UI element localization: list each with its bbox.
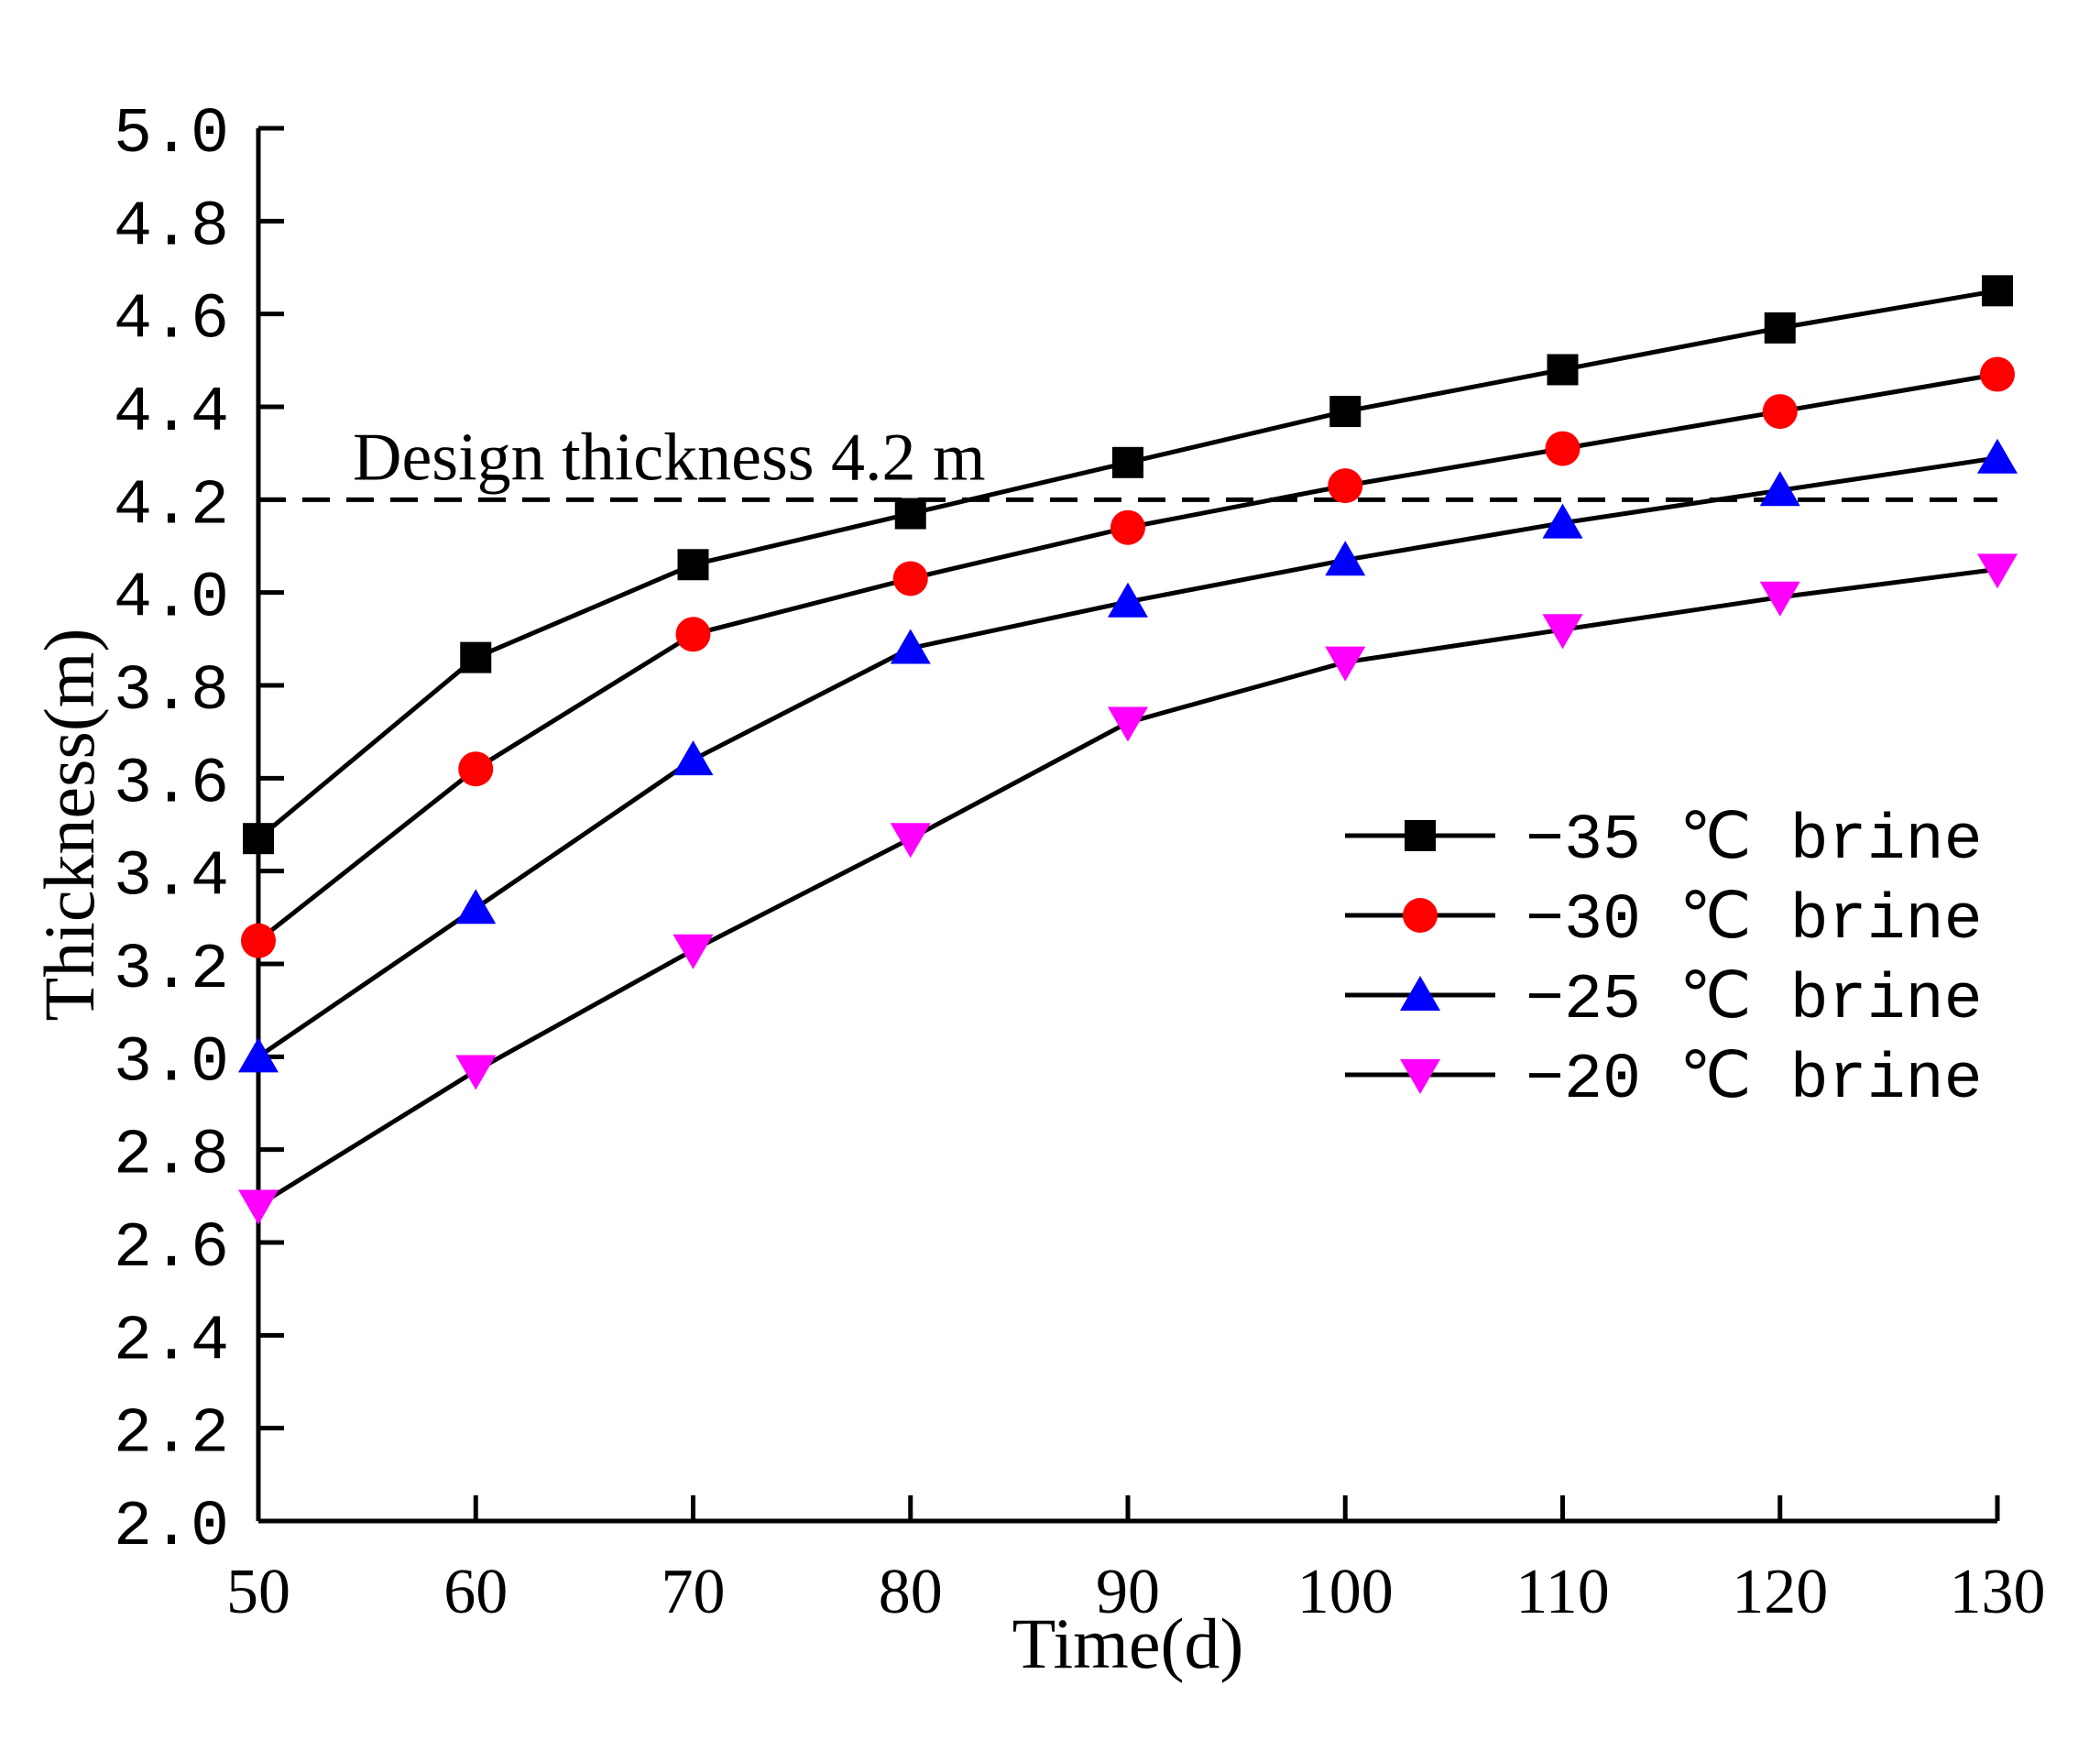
data-point — [1542, 614, 1583, 650]
legend-label: −25 ℃ brine — [1526, 965, 1983, 1037]
y-tick-label: 3.0 — [114, 1027, 229, 1100]
series-0 — [243, 275, 2013, 855]
series-3 — [238, 553, 2018, 1225]
y-tick-label: 4.6 — [114, 285, 229, 357]
data-point — [1325, 646, 1366, 682]
series-1 — [241, 356, 2015, 958]
data-point — [458, 751, 494, 787]
data-point — [1980, 356, 2015, 392]
legend-entry: −20 ℃ brine — [1345, 1045, 1983, 1117]
data-point — [1328, 468, 1363, 504]
y-tick-label: 2.2 — [114, 1399, 229, 1472]
x-tick-label: 130 — [1950, 1557, 2046, 1627]
x-tick-label: 90 — [1096, 1557, 1160, 1627]
data-point — [677, 549, 709, 581]
legend-marker — [1405, 820, 1436, 851]
y-tick-label: 3.4 — [114, 842, 229, 914]
y-tick-label: 4.8 — [114, 192, 229, 264]
data-point — [1325, 541, 1366, 576]
data-point — [1108, 582, 1148, 618]
data-point — [1759, 581, 1800, 617]
data-point — [1545, 431, 1580, 466]
y-tick-label: 5.0 — [114, 99, 229, 171]
data-point — [1110, 509, 1145, 545]
data-point — [455, 889, 497, 925]
y-tick-label: 4.4 — [114, 378, 229, 450]
data-point — [890, 629, 931, 664]
series-line — [257, 288, 1998, 841]
data-point — [1977, 553, 2018, 589]
legend-label: −30 ℃ brine — [1526, 885, 1983, 958]
data-point — [1542, 503, 1583, 539]
y-tick-label: 3.8 — [114, 656, 229, 728]
y-tick-label: 2.0 — [114, 1492, 229, 1564]
y-axis-title: Thickness(m) — [29, 629, 109, 1022]
legend-label: −35 ℃ brine — [1526, 805, 1983, 878]
data-point — [1547, 354, 1579, 386]
data-point — [241, 923, 276, 958]
x-tick-label: 110 — [1515, 1557, 1609, 1627]
y-tick-label: 2.6 — [114, 1213, 229, 1286]
data-point — [238, 1189, 279, 1225]
data-point — [1759, 471, 1800, 507]
legend-entry: −30 ℃ brine — [1345, 885, 1983, 958]
x-tick-label: 60 — [443, 1557, 508, 1627]
legend-marker — [1400, 1059, 1440, 1094]
data-point — [1982, 275, 2013, 307]
data-point — [1108, 706, 1148, 742]
x-axis-title: Time(d) — [1012, 1603, 1244, 1683]
series-2 — [238, 438, 2018, 1073]
y-tick-label: 3.2 — [114, 935, 229, 1007]
x-tick-label: 80 — [879, 1557, 943, 1627]
data-point — [894, 498, 926, 530]
data-point — [238, 1037, 279, 1073]
data-point — [1762, 394, 1798, 430]
x-tick-label: 50 — [226, 1557, 290, 1627]
legend-marker — [1400, 976, 1440, 1011]
y-tick-label: 2.8 — [114, 1121, 229, 1193]
legend-label: −20 ℃ brine — [1526, 1045, 1983, 1117]
legend-marker — [1403, 898, 1438, 933]
x-tick-label: 100 — [1297, 1557, 1394, 1627]
legend: −35 ℃ brine−30 ℃ brine−25 ℃ brine −20 ℃ b… — [1345, 805, 1983, 1117]
legend-entry: −25 ℃ brine — [1345, 965, 1983, 1037]
data-point — [1764, 312, 1796, 344]
design-thickness-label: Design thickness 4.2 m — [353, 420, 986, 495]
data-point — [892, 561, 928, 596]
y-tick-label: 2.4 — [114, 1306, 229, 1378]
legend-entry: −35 ℃ brine — [1345, 805, 1983, 878]
data-point — [460, 641, 492, 673]
data-point — [1977, 438, 2018, 474]
data-point — [673, 740, 714, 776]
data-series — [238, 275, 2018, 1225]
data-point — [890, 823, 931, 859]
axes: 2.0 2.2 2.4 2.6 2.8 3.0 3.2 3.4 3.6 3.8 4.0 4.2 4.4 4… — [114, 99, 2046, 1627]
data-point — [675, 617, 711, 652]
data-point — [455, 1055, 497, 1090]
data-point — [1329, 396, 1362, 428]
x-tick-label: 120 — [1732, 1557, 1828, 1627]
y-tick-label: 4.0 — [114, 564, 229, 636]
data-point — [243, 823, 274, 855]
y-tick-label: 3.6 — [114, 749, 229, 821]
y-tick-label: 4.2 — [114, 470, 229, 542]
data-point — [673, 934, 714, 969]
data-point — [1112, 446, 1143, 478]
x-tick-label: 70 — [662, 1557, 726, 1627]
